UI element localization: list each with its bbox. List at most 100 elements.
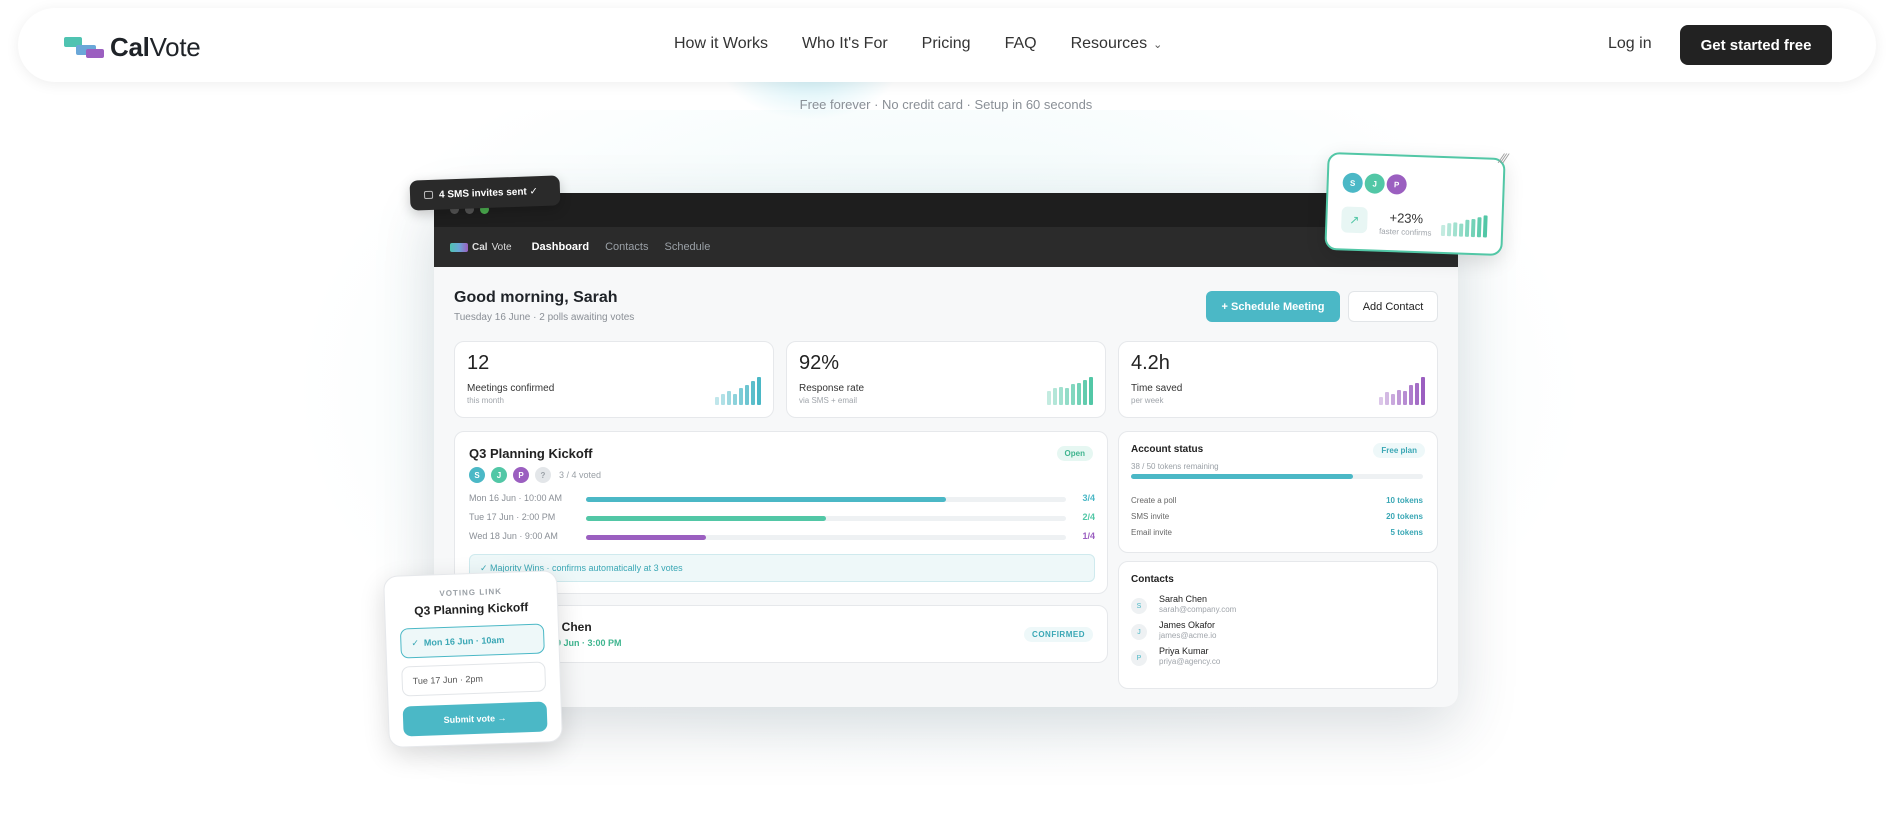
stat-label: Time saved [1131, 383, 1183, 394]
sparkline-bar [1047, 391, 1051, 405]
sparkline-bar [757, 377, 761, 405]
poll-option-row[interactable]: Tue 17 Jun · 2:00 PM 2/4 [469, 511, 1095, 525]
stat-sublabel: per week [1131, 396, 1164, 405]
tokens-remaining: 38 / 50 tokens remaining [1131, 462, 1219, 471]
vote-progress-track [586, 497, 1066, 502]
token-cost-row: Email invite 5 tokens [1131, 528, 1423, 537]
contact-avatar: J [1131, 624, 1147, 640]
contact-row[interactable]: S Sarah Chen sarah@company.com [1131, 594, 1421, 616]
stat-label: Response rate [799, 383, 865, 394]
contacts-card: Contacts S Sarah Chen sarah@company.com … [1118, 561, 1438, 689]
nav-link-how-it-works[interactable]: How it Works [674, 35, 768, 52]
sms-sent-text: 4 SMS invites sent ✓ [438, 185, 539, 201]
plan-badge: Free plan [1373, 443, 1425, 458]
majority-wins-note: ✓ Majority Wins · confirms automatically… [469, 554, 1095, 582]
chevron-down-icon: ⌄ [1153, 39, 1163, 51]
submit-vote-button[interactable]: Submit vote → [402, 701, 548, 737]
account-status-title: Account status [1131, 444, 1204, 455]
poll-card[interactable]: Q3 Planning Kickoff Open S J P ? 3 / 4 v… [454, 431, 1108, 594]
vote-progress-track [586, 535, 1066, 540]
sparkline-bar [745, 385, 749, 405]
vote-option[interactable]: Tue 17 Jun · 2pm [401, 661, 547, 697]
sparkline-bar [733, 394, 737, 405]
sparkline-bar [1409, 385, 1413, 405]
greeting-subtitle: Tuesday 16 June · 2 polls awaiting votes [454, 312, 635, 323]
confirmed-meeting-card[interactable]: h Chen 19 Jun · 3:00 PM CONFIRMED [454, 605, 1108, 663]
schedule-meeting-button[interactable]: + Schedule Meeting [1206, 291, 1340, 322]
get-started-button[interactable]: Get started free [1680, 25, 1832, 65]
dashboard-logo[interactable]: Cal Vote [450, 242, 512, 253]
contact-avatar: S [1131, 598, 1147, 614]
trend-up-icon: ↗ [1340, 206, 1368, 234]
greeting-title: Good morning, Sarah [454, 289, 618, 306]
brand-name: CalVote [110, 32, 201, 62]
sparkline-bar [1083, 380, 1087, 405]
sparkline-bar [1071, 384, 1075, 405]
vote-progress-fill [586, 516, 826, 521]
token-cost-value: 10 tokens [1386, 496, 1423, 505]
tab-contacts[interactable]: Contacts [605, 241, 649, 253]
stat-value: 92% [799, 352, 840, 374]
contact-email: sarah@company.com [1159, 605, 1237, 614]
tokens-progress-track [1131, 474, 1423, 479]
dashboard-preview: Cal Vote Dashboard Contacts Schedule Good… [434, 193, 1458, 707]
nav-link-who-its-for[interactable]: Who It's For [801, 35, 888, 52]
voting-link-title: Q3 Planning Kickoff [414, 600, 529, 619]
tab-schedule[interactable]: Schedule [664, 241, 711, 253]
poll-option-row[interactable]: Wed 18 Jun · 9:00 AM 1/4 [469, 530, 1095, 544]
vote-option-selected[interactable]: ✓ Mon 16 Jun · 10am [399, 623, 545, 659]
nav-link-pricing[interactable]: Pricing [921, 35, 971, 52]
stat-card-meetings: 12 Meetings confirmed this month [454, 341, 774, 418]
token-cost-label: Email invite [1131, 528, 1172, 537]
sparkline-bar [1464, 219, 1470, 237]
brand-logo[interactable]: CalVote [64, 32, 201, 63]
poll-title: Q3 Planning Kickoff [469, 446, 593, 461]
avatar: P [513, 467, 529, 483]
avatar: ? [535, 467, 551, 483]
window-controls [450, 205, 489, 214]
stat-value: 12 [467, 352, 490, 374]
tokens-progress-fill [1131, 474, 1353, 479]
sparkline-bar [1053, 388, 1057, 405]
poll-option-row[interactable]: Mon 16 Jun · 10:00 AM 3/4 [469, 492, 1095, 506]
confirmed-meeting-title: h Chen [551, 620, 592, 634]
nav-link-resources[interactable]: Resources ⌄ [1071, 35, 1163, 53]
add-contact-button[interactable]: Add Contact [1348, 291, 1438, 322]
sparkline-bar [721, 394, 725, 405]
avatar: S [469, 467, 485, 483]
nav-link-faq[interactable]: FAQ [1004, 35, 1037, 52]
voter-avatars: S J P ? 3 / 4 voted [469, 467, 601, 483]
sparkline-bar [1065, 388, 1069, 405]
stat-card-time-saved: 4.2h Time saved per week [1118, 341, 1438, 418]
token-cost-value: 20 tokens [1386, 512, 1423, 521]
contact-name: Sarah Chen [1159, 594, 1208, 604]
faster-label: faster confirms [1378, 226, 1432, 238]
sparkline-bar [1446, 223, 1452, 237]
contact-row[interactable]: J James Okafor james@acme.io [1131, 620, 1421, 642]
tab-dashboard[interactable]: Dashboard [531, 241, 590, 253]
dashboard-nav: Cal Vote Dashboard Contacts Schedule [434, 227, 1458, 267]
confirmed-badge: CONFIRMED [1024, 627, 1093, 642]
token-cost-label: SMS invite [1131, 512, 1170, 521]
sparkle-icon: ⁄⁄⁄ [1500, 149, 1508, 167]
nav-links: How it Works Who It's For Pricing FAQ Re… [674, 35, 1162, 53]
calvote-logo-icon [450, 242, 468, 252]
sparkline-bar [1385, 392, 1389, 405]
sparkline-bars [1379, 377, 1425, 405]
tagline: Free forever · No credit card · Setup in… [799, 97, 1093, 112]
calvote-logo-icon [64, 35, 104, 61]
sparkline-bar [715, 397, 719, 405]
login-link[interactable]: Log in [1608, 35, 1652, 52]
sparkline-bar [1077, 383, 1081, 405]
sparkline-bar [1379, 397, 1383, 405]
avatar: S [1342, 172, 1364, 194]
contact-avatar: P [1131, 650, 1147, 666]
stat-sublabel: via SMS + email [799, 396, 858, 405]
contact-row[interactable]: P Priya Kumar priya@agency.co [1131, 646, 1421, 668]
contact-email: james@acme.io [1159, 631, 1217, 640]
faster-percent: +23% [1389, 210, 1424, 227]
top-navbar: CalVote How it Works Who It's For Pricin… [18, 8, 1876, 82]
account-status-card: Account status Free plan 38 / 50 tokens … [1118, 431, 1438, 553]
sms-sent-toast: 4 SMS invites sent ✓ [409, 175, 561, 211]
contact-name: Priya Kumar [1159, 646, 1209, 656]
